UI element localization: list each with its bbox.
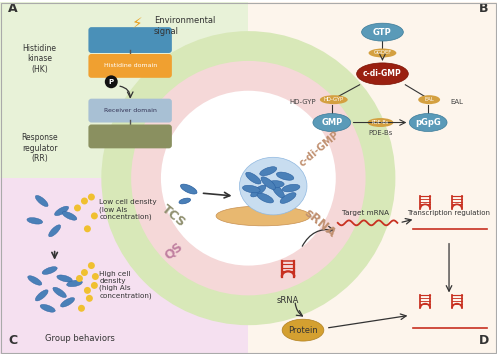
Text: C: C xyxy=(8,334,17,347)
Bar xyxy=(248,178,496,354)
Circle shape xyxy=(88,194,95,200)
Bar xyxy=(0,178,248,354)
Ellipse shape xyxy=(260,167,276,176)
Text: c-di-GMP: c-di-GMP xyxy=(363,69,402,78)
Text: Target mRNA: Target mRNA xyxy=(342,210,389,216)
Text: P: P xyxy=(108,79,114,85)
Ellipse shape xyxy=(246,172,261,184)
Circle shape xyxy=(81,198,88,205)
Circle shape xyxy=(78,305,85,312)
Circle shape xyxy=(102,31,396,325)
Circle shape xyxy=(131,61,366,295)
Text: PDE-Bs: PDE-Bs xyxy=(368,130,392,136)
Text: GMP: GMP xyxy=(321,118,342,127)
Ellipse shape xyxy=(242,185,260,193)
Circle shape xyxy=(86,295,93,302)
Ellipse shape xyxy=(313,114,350,131)
Text: GTP: GTP xyxy=(373,28,392,36)
Text: sRNA: sRNA xyxy=(277,296,299,306)
Ellipse shape xyxy=(261,177,276,189)
Ellipse shape xyxy=(356,63,408,85)
Text: Group behaviors: Group behaviors xyxy=(44,333,114,343)
Ellipse shape xyxy=(282,319,324,341)
Text: Response
regulator
(RR): Response regulator (RR) xyxy=(22,133,58,163)
FancyBboxPatch shape xyxy=(88,99,172,122)
Ellipse shape xyxy=(250,185,266,197)
Ellipse shape xyxy=(57,275,72,282)
Ellipse shape xyxy=(216,206,310,226)
Text: Environmental
signal: Environmental signal xyxy=(154,16,216,36)
Text: Low cell density
(low AIs
concentration): Low cell density (low AIs concentration) xyxy=(100,199,157,220)
Ellipse shape xyxy=(66,280,82,287)
Circle shape xyxy=(91,282,98,289)
Text: pGpG: pGpG xyxy=(416,118,441,127)
Ellipse shape xyxy=(60,298,74,307)
Ellipse shape xyxy=(257,193,274,203)
Circle shape xyxy=(74,205,81,211)
Ellipse shape xyxy=(36,290,48,301)
Bar xyxy=(0,2,248,178)
Circle shape xyxy=(91,212,98,219)
Text: EAL: EAL xyxy=(424,97,434,102)
Ellipse shape xyxy=(418,95,440,104)
Text: Histidine
kinase
(HK): Histidine kinase (HK) xyxy=(22,44,56,74)
Ellipse shape xyxy=(180,184,197,194)
Text: sRNA: sRNA xyxy=(302,206,338,240)
Ellipse shape xyxy=(40,304,55,312)
Ellipse shape xyxy=(54,206,68,216)
Ellipse shape xyxy=(28,276,42,285)
Text: HD-GYP: HD-GYP xyxy=(290,99,316,105)
Text: Protein: Protein xyxy=(288,326,318,335)
Circle shape xyxy=(161,91,336,266)
Ellipse shape xyxy=(53,287,66,298)
Ellipse shape xyxy=(272,184,284,198)
Bar xyxy=(248,2,496,178)
Text: HD-GYP: HD-GYP xyxy=(324,97,344,102)
Text: TCS: TCS xyxy=(160,202,188,229)
Ellipse shape xyxy=(62,212,77,220)
Text: A: A xyxy=(8,2,18,15)
Text: GGDEF: GGDEF xyxy=(374,51,392,56)
Ellipse shape xyxy=(362,23,404,41)
Text: B: B xyxy=(480,2,489,15)
Text: Transcription regulation: Transcription regulation xyxy=(408,210,490,216)
Text: Receiver domain: Receiver domain xyxy=(104,108,156,113)
Text: c-di-GMP: c-di-GMP xyxy=(298,130,342,169)
Ellipse shape xyxy=(27,218,42,224)
FancyBboxPatch shape xyxy=(88,54,172,78)
Text: D: D xyxy=(478,334,489,347)
Ellipse shape xyxy=(276,172,294,180)
Text: Histidine domain: Histidine domain xyxy=(104,63,157,68)
Ellipse shape xyxy=(36,195,48,207)
Ellipse shape xyxy=(42,267,57,274)
Circle shape xyxy=(76,275,83,282)
Ellipse shape xyxy=(179,198,190,204)
Ellipse shape xyxy=(240,157,307,215)
Ellipse shape xyxy=(368,118,394,127)
Text: QS: QS xyxy=(162,239,186,262)
Ellipse shape xyxy=(368,48,396,57)
Ellipse shape xyxy=(410,114,447,131)
FancyBboxPatch shape xyxy=(88,125,172,148)
Ellipse shape xyxy=(320,95,347,104)
Circle shape xyxy=(84,287,91,294)
Ellipse shape xyxy=(282,184,300,192)
Circle shape xyxy=(105,75,118,88)
Ellipse shape xyxy=(48,225,60,237)
Ellipse shape xyxy=(280,193,296,204)
Text: EAL: EAL xyxy=(450,99,464,105)
Ellipse shape xyxy=(266,181,284,188)
Circle shape xyxy=(81,269,88,276)
Text: High cell
density
(high AIs
concentration): High cell density (high AIs concentratio… xyxy=(100,270,152,298)
FancyBboxPatch shape xyxy=(88,27,172,53)
Circle shape xyxy=(84,225,91,232)
Circle shape xyxy=(92,273,99,280)
Text: ⚡: ⚡ xyxy=(132,16,142,31)
Circle shape xyxy=(88,262,95,269)
Text: PDE-Bs: PDE-Bs xyxy=(372,120,389,125)
